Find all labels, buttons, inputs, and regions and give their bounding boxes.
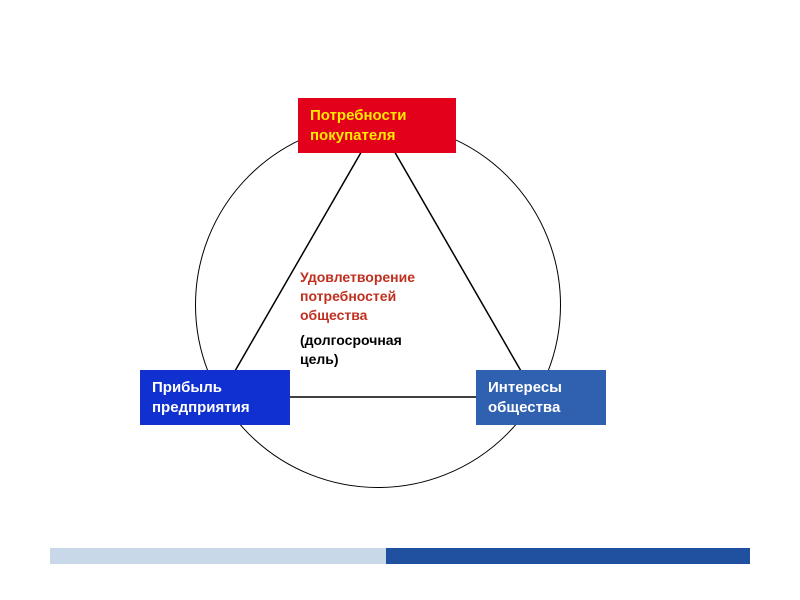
node-left: Прибыль предприятия	[140, 370, 290, 425]
center-line-4: (долгосрочная	[300, 331, 415, 350]
node-left-label-2: предприятия	[152, 399, 250, 416]
node-top-label-2: покупателя	[310, 127, 395, 144]
node-right-label-1: Интересы	[488, 379, 562, 396]
center-text: Удовлетворение потребностей общества (до…	[300, 268, 415, 368]
node-right-label-2: общества	[488, 399, 560, 416]
footer-bar	[50, 548, 750, 564]
footer-dark	[386, 548, 750, 564]
node-top-label-1: Потребности	[310, 107, 406, 124]
node-left-label-1: Прибыль	[152, 379, 222, 396]
center-line-3: общества	[300, 306, 415, 325]
center-line-2: потребностей	[300, 287, 415, 306]
center-line-5: цель)	[300, 350, 415, 369]
diagram-container: Потребности покупателя Прибыль предприят…	[0, 0, 800, 600]
node-top: Потребности покупателя	[298, 98, 456, 153]
footer-light	[50, 548, 386, 564]
center-line-1: Удовлетворение	[300, 268, 415, 287]
node-right: Интересы общества	[476, 370, 606, 425]
